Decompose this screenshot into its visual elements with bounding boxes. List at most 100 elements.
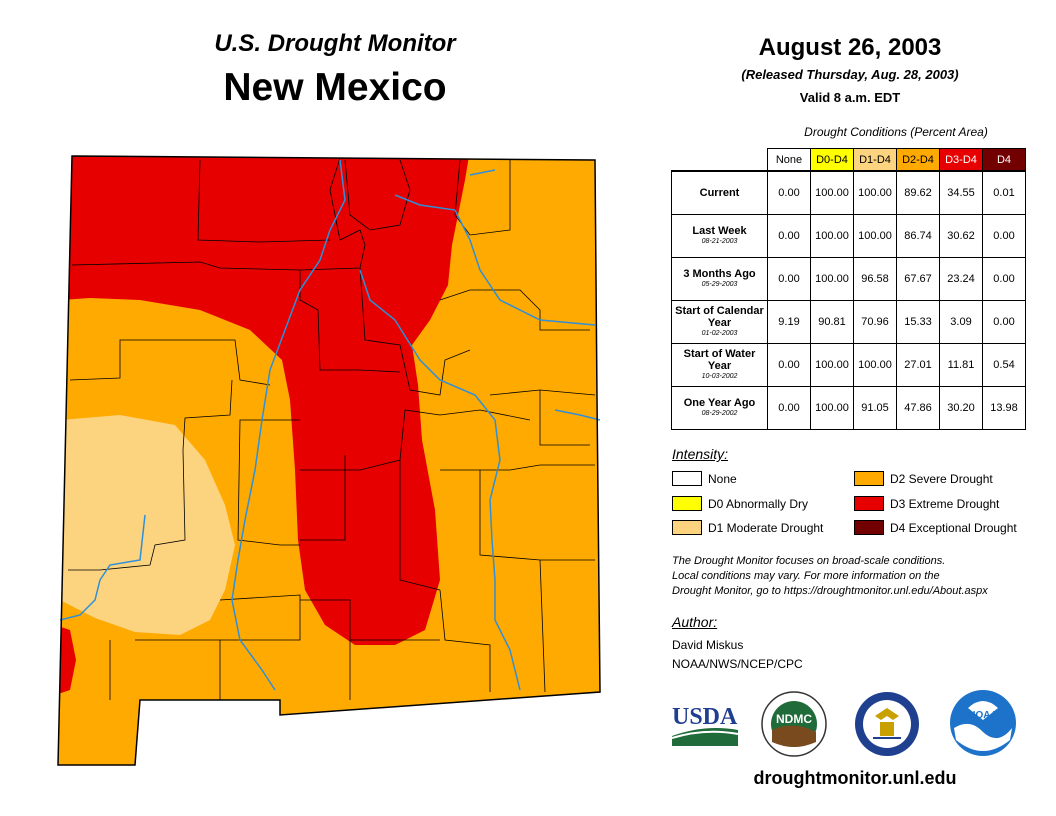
usda-logo-icon: USDA <box>671 704 739 746</box>
cell: 100.00 <box>810 170 854 215</box>
cell: 91.05 <box>853 386 897 430</box>
cell: 100.00 <box>853 170 897 215</box>
col-header-d4: D4 <box>982 148 1026 172</box>
table-caption: Drought Conditions (Percent Area) <box>804 125 988 139</box>
note-line: Local conditions may vary. For more info… <box>672 570 940 582</box>
note-line: Drought Monitor, go to https://droughtmo… <box>672 585 988 597</box>
cell: 70.96 <box>853 300 897 344</box>
cell: 0.00 <box>767 170 811 215</box>
col-header-d1d4: D1-D4 <box>853 148 897 172</box>
row-label: Start of Calendar Year 01-02-2003 <box>671 300 768 344</box>
cell: 47.86 <box>896 386 940 430</box>
cell: 90.81 <box>810 300 854 344</box>
drought-map <box>57 155 601 766</box>
cell: 11.81 <box>939 343 983 387</box>
noaa-logo-icon: NOAA <box>950 690 1016 756</box>
table-row: One Year Ago 08-29-2002 0.00 100.00 91.05… <box>671 386 1026 430</box>
d3-area-north <box>60 156 470 645</box>
legend-label: D2 Severe Drought <box>890 471 993 486</box>
cell: 0.00 <box>767 343 811 387</box>
row-date: 01-02-2003 <box>701 330 738 337</box>
cell: 100.00 <box>810 343 854 387</box>
table-row: Start of Water Year 10-03-2002 0.00 100.0… <box>671 343 1026 387</box>
row-label-text: Start of Calendar Year <box>675 305 764 329</box>
cell: 27.01 <box>896 343 940 387</box>
row-label-text: Start of Water Year <box>683 348 756 372</box>
row-label-text: 3 Months Ago <box>683 268 756 280</box>
cell: 0.00 <box>982 214 1026 258</box>
noaa-logo-text: NOAA <box>968 710 997 721</box>
county-lines <box>68 157 596 700</box>
cell: 34.55 <box>939 170 983 215</box>
row-date: 05-29-2003 <box>701 281 738 288</box>
cell: 0.54 <box>982 343 1026 387</box>
note-line: The Drought Monitor focuses on broad-sca… <box>672 555 946 567</box>
header-spacer <box>672 149 768 172</box>
legend-label: D4 Exceptional Drought <box>890 520 1017 535</box>
legend-label: D1 Moderate Drought <box>708 520 824 535</box>
cell: 15.33 <box>896 300 940 344</box>
legend-swatch <box>854 496 884 511</box>
row-label-text: Current <box>699 187 740 199</box>
legend-swatch <box>672 496 702 511</box>
row-label: Start of Water Year 10-03-2002 <box>671 343 768 387</box>
cell: 0.00 <box>767 257 811 301</box>
usda-logo-text: USDA <box>672 704 738 730</box>
col-header-d3d4: D3-D4 <box>939 148 983 172</box>
row-label: One Year Ago 08-29-2002 <box>671 386 768 430</box>
state-outline <box>57 155 601 766</box>
legend-swatch <box>854 520 884 535</box>
legend-swatch <box>672 471 702 486</box>
cell: 0.00 <box>767 386 811 430</box>
legend-label: None <box>708 471 737 486</box>
cell: 13.98 <box>982 386 1026 430</box>
cell: 100.00 <box>810 214 854 258</box>
cell: 30.62 <box>939 214 983 258</box>
cell: 30.20 <box>939 386 983 430</box>
legend-label: D0 Abnormally Dry <box>708 496 809 511</box>
cell: 9.19 <box>767 300 811 344</box>
row-label-text: Last Week <box>692 225 747 237</box>
info-note: The Drought Monitor focuses on broad-sca… <box>672 554 1052 599</box>
col-header-d2d4: D2-D4 <box>896 148 940 172</box>
cell: 3.09 <box>939 300 983 344</box>
row-label-text: One Year Ago <box>683 397 756 409</box>
website-url[interactable]: droughtmonitor.unl.edu <box>753 768 957 788</box>
legend-item-d1: D1 Moderate Drought <box>672 520 823 535</box>
table-row: Current 0.00 100.00 100.00 89.62 34.55 0… <box>671 170 1026 215</box>
cell: 0.00 <box>982 257 1026 301</box>
legend-label: D3 Extreme Drought <box>890 496 1000 511</box>
row-label: 3 Months Ago 05-29-2003 <box>671 257 768 301</box>
ndmc-logo-icon: NDMC <box>761 691 827 757</box>
legend-item-d0: D0 Abnormally Dry <box>672 496 808 511</box>
table-row: Start of Calendar Year 01-02-2003 9.19 90… <box>671 300 1026 344</box>
author-heading: Author: <box>672 614 718 630</box>
table-header-row: None D0-D4 D1-D4 D2-D4 D3-D4 D4 <box>672 148 1026 172</box>
state-name: New Mexico <box>223 66 447 109</box>
legend-item-none: None <box>672 471 737 486</box>
row-label: Last Week 08-21-2003 <box>671 214 768 258</box>
cell: 23.24 <box>939 257 983 301</box>
author-org: NOAA/NWS/NCEP/CPC <box>672 657 803 671</box>
rivers <box>59 159 601 691</box>
commerce-seal-icon <box>855 692 919 756</box>
col-header-d0d4: D0-D4 <box>810 148 854 172</box>
legend-item-d3: D3 Extreme Drought <box>854 496 999 511</box>
legend-swatch <box>672 520 702 535</box>
legend-swatch <box>854 471 884 486</box>
cell: 0.00 <box>767 214 811 258</box>
cell: 67.67 <box>896 257 940 301</box>
row-date: 10-03-2002 <box>701 373 738 380</box>
cell: 100.00 <box>853 343 897 387</box>
cell: 100.00 <box>810 257 854 301</box>
map-title: U.S. Drought Monitor <box>214 30 456 57</box>
cell: 86.74 <box>896 214 940 258</box>
ndmc-logo-text: NDMC <box>776 712 812 726</box>
valid-date: August 26, 2003 <box>758 34 942 61</box>
legend-item-d2: D2 Severe Drought <box>854 471 993 486</box>
row-date: 08-21-2003 <box>701 238 738 245</box>
cell: 100.00 <box>853 214 897 258</box>
cell: 0.01 <box>982 170 1026 215</box>
col-header-none: None <box>767 148 811 172</box>
legend-title: Intensity: <box>672 446 729 462</box>
